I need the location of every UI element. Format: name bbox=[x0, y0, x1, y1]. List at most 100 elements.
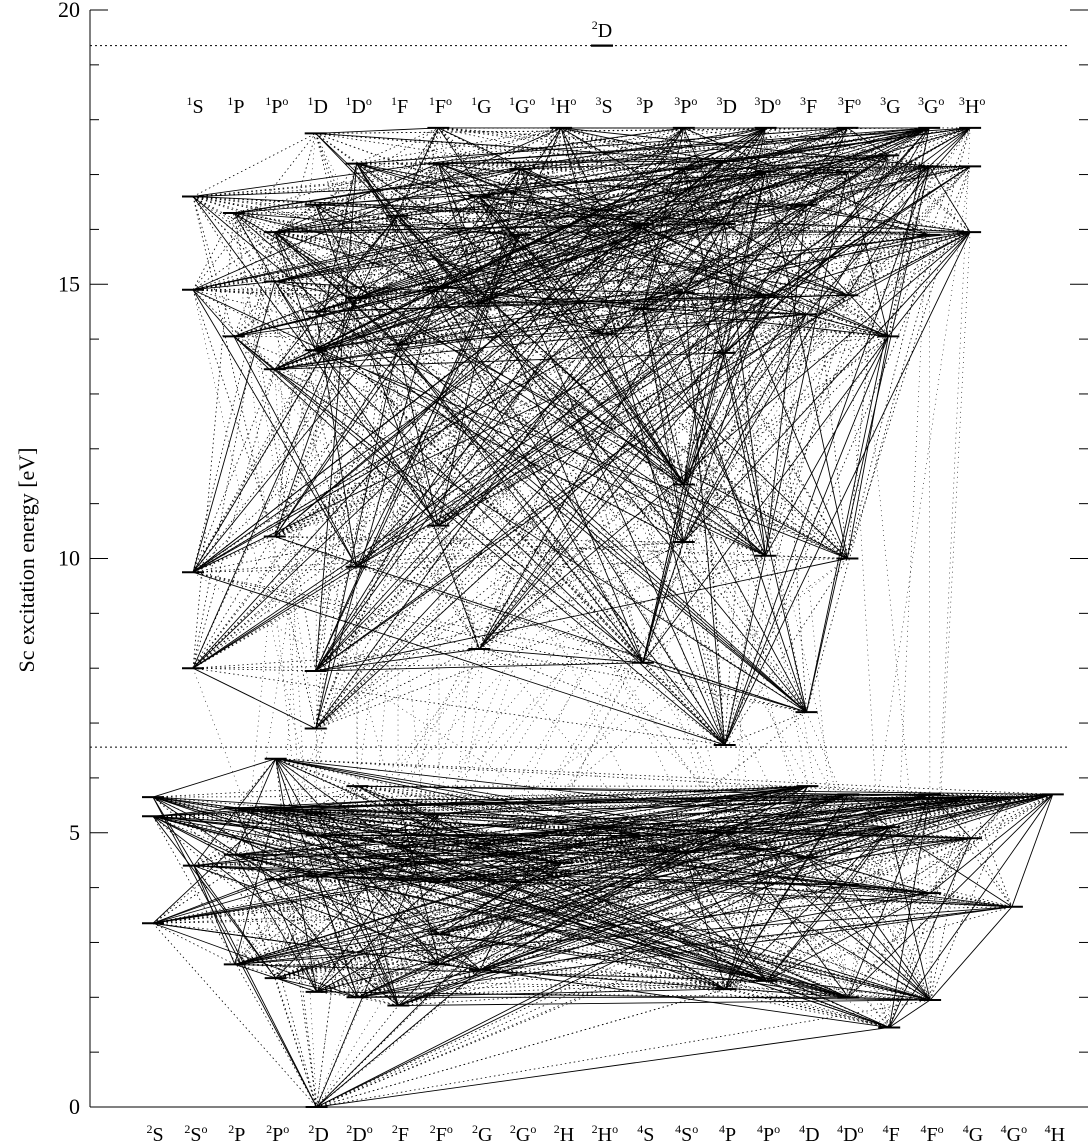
y-tick-label: 20 bbox=[58, 0, 80, 22]
transition-line-dotted bbox=[438, 286, 848, 559]
transition-line-dotted bbox=[519, 168, 644, 663]
transition-line-dotted bbox=[724, 223, 889, 337]
transition-lines bbox=[152, 127, 1054, 1108]
transition-line-dotted bbox=[315, 234, 521, 351]
scii-term-label: 3G bbox=[880, 94, 900, 118]
transition-line-dotted bbox=[192, 196, 930, 236]
transition-line-dotted bbox=[316, 999, 931, 1108]
transition-line-dotted bbox=[888, 155, 971, 233]
transition-line-dotted bbox=[561, 796, 972, 864]
transition-line-dotted bbox=[684, 837, 972, 853]
transition-line-dotted bbox=[275, 837, 972, 979]
transition-line-dotted bbox=[192, 571, 890, 1028]
transition-line bbox=[479, 171, 766, 304]
transition-line-dotted bbox=[479, 336, 889, 650]
transition-line-dotted bbox=[439, 793, 849, 814]
transition-line bbox=[357, 988, 726, 998]
transition-line bbox=[398, 796, 1012, 801]
transition-line bbox=[480, 969, 849, 998]
transition-line-dotted bbox=[275, 878, 1012, 908]
scii-term-label: 1Po bbox=[265, 94, 288, 118]
transition-line bbox=[275, 758, 317, 836]
transition-line-dotted bbox=[315, 127, 766, 672]
transition-line-dotted bbox=[683, 292, 766, 296]
scii-term-label: 3P bbox=[636, 94, 653, 118]
transition-line-dotted bbox=[438, 163, 930, 167]
transition-line-dotted bbox=[316, 837, 972, 1108]
transition-line bbox=[642, 168, 685, 310]
transition-line-dotted bbox=[315, 168, 684, 313]
transition-line bbox=[397, 215, 685, 543]
transition-line bbox=[519, 168, 685, 543]
transition-line bbox=[725, 832, 849, 998]
transition-line bbox=[928, 166, 971, 233]
transition-line bbox=[520, 234, 684, 293]
transition-line bbox=[398, 785, 808, 847]
transition-line-dotted bbox=[888, 127, 930, 156]
transition-line bbox=[356, 163, 603, 334]
transition-line bbox=[643, 785, 808, 836]
transition-line-dotted bbox=[274, 215, 398, 537]
transition-line-dotted bbox=[438, 163, 725, 225]
transition-line bbox=[683, 127, 726, 225]
transition-line bbox=[315, 344, 398, 729]
transition-line bbox=[929, 906, 1013, 1001]
transition-line bbox=[683, 295, 767, 485]
transition-line-dotted bbox=[398, 799, 1012, 908]
transition-line-dotted bbox=[398, 846, 767, 850]
transition-line bbox=[439, 862, 563, 883]
transition-line-dotted bbox=[315, 231, 971, 729]
transition-line bbox=[724, 127, 930, 225]
transition-line-dotted bbox=[479, 127, 930, 197]
transition-line-dotted bbox=[397, 344, 480, 650]
transition-line-dotted bbox=[192, 289, 276, 370]
transition-line bbox=[274, 231, 807, 713]
y-tick-label: 15 bbox=[58, 271, 80, 296]
transition-line-dotted bbox=[478, 168, 521, 304]
transition-line bbox=[725, 794, 849, 990]
transition-line bbox=[765, 204, 807, 556]
transition-line-dotted bbox=[152, 815, 890, 1028]
transition-line-dotted bbox=[439, 813, 767, 982]
transition-line-dotted bbox=[520, 171, 766, 236]
transition-line-dotted bbox=[642, 127, 971, 310]
transition-line bbox=[439, 933, 931, 1001]
transition-line-dotted bbox=[439, 813, 890, 828]
transition-line-dotted bbox=[929, 796, 1013, 1001]
transition-line-dotted bbox=[766, 837, 972, 982]
transition-line bbox=[848, 996, 931, 1001]
transition-line-dotted bbox=[438, 127, 603, 334]
transition-line-dotted bbox=[192, 163, 439, 573]
transition-line bbox=[724, 352, 807, 713]
transition-line bbox=[683, 314, 807, 543]
transition-line bbox=[315, 204, 807, 729]
transition-line bbox=[192, 281, 275, 291]
sci-term-label: 2Do bbox=[346, 1122, 372, 1146]
transition-line bbox=[888, 999, 931, 1028]
scii-term-label: 3Go bbox=[918, 94, 944, 118]
transition-line-dotted bbox=[928, 127, 971, 236]
transition-line bbox=[152, 796, 317, 1108]
transition-line bbox=[724, 165, 930, 354]
sci-term-label: 4Go bbox=[1001, 1122, 1027, 1146]
transition-line-dotted bbox=[438, 163, 684, 293]
transition-line-dotted bbox=[192, 196, 357, 299]
transition-line-dotted bbox=[807, 785, 931, 1001]
transition-line-dotted bbox=[601, 209, 971, 233]
transition-line bbox=[439, 848, 767, 935]
transition-line-dotted bbox=[315, 223, 726, 729]
transition-line bbox=[847, 127, 930, 173]
transition-line-dotted bbox=[357, 826, 890, 858]
transition-line bbox=[601, 294, 766, 335]
transition-line-dotted bbox=[683, 168, 930, 236]
transition-line-dotted bbox=[315, 163, 357, 312]
transition-line-dotted bbox=[234, 234, 521, 965]
sci-term-label: 4P bbox=[719, 1122, 736, 1146]
transition-line bbox=[765, 154, 889, 173]
transition-line-dotted bbox=[193, 857, 358, 867]
transition-line-dotted bbox=[601, 292, 684, 334]
transition-line bbox=[847, 231, 971, 296]
transition-line bbox=[929, 794, 1054, 894]
transition-line bbox=[315, 168, 685, 672]
transition-line-dotted bbox=[233, 212, 275, 233]
